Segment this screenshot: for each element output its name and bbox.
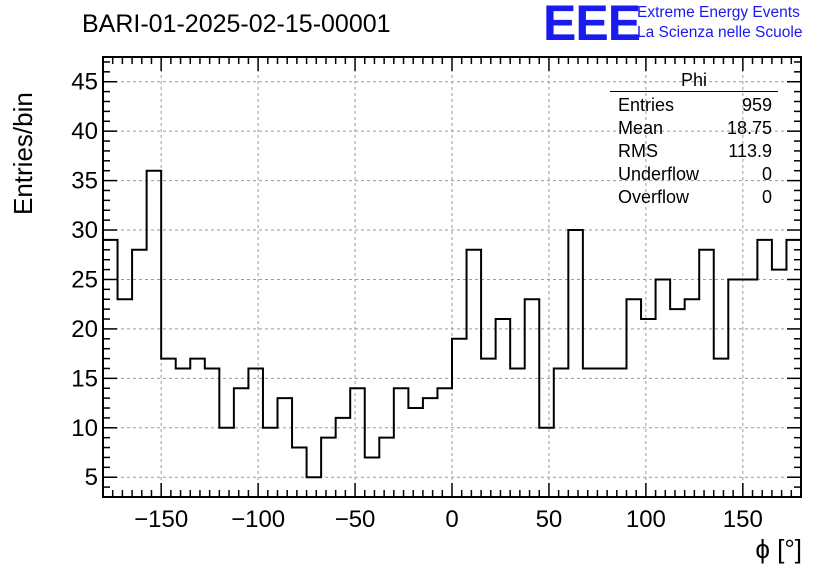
histogram-bin (452, 339, 467, 497)
stats-row-overflow: Overflow 0 (610, 186, 778, 209)
stats-label: Underflow (618, 164, 700, 184)
y-tick-label: 15 (71, 365, 98, 392)
histogram-bin (757, 240, 772, 497)
stats-value: 959 (741, 95, 772, 115)
histogram-bin (336, 418, 351, 497)
histogram-bin (278, 398, 293, 497)
histogram-bin (481, 359, 496, 497)
x-tick-label: 0 (445, 506, 458, 533)
histogram-bin (379, 438, 394, 497)
histogram-bin (699, 250, 714, 497)
histogram-bin (423, 398, 438, 497)
histogram-bin (583, 368, 598, 497)
histogram-bin (641, 319, 656, 497)
histogram-bin (670, 309, 685, 497)
stats-label: RMS (618, 141, 658, 161)
stats-box: Phi Entries 959 Mean 18.75 RMS 113.9 Und… (610, 70, 778, 209)
x-axis-label: ϕ [°] (755, 534, 802, 564)
y-tick-label: 10 (71, 415, 98, 442)
stats-row-rms: RMS 113.9 (610, 140, 778, 163)
x-tick-label: 50 (536, 506, 563, 533)
histogram-bin (263, 428, 278, 497)
histogram-bin (656, 279, 671, 497)
histogram-bin (365, 457, 380, 497)
stats-title: Phi (610, 70, 778, 92)
eee-logo: EEE (543, 0, 641, 51)
histogram-bin (539, 428, 554, 497)
histogram-bin (772, 270, 787, 497)
histogram-bin (219, 428, 234, 497)
y-tick-label: 20 (71, 316, 98, 343)
histogram-bin (437, 388, 452, 497)
histogram-bin (307, 477, 322, 497)
x-tick-label: 100 (626, 506, 666, 533)
stats-value: 18.75 (726, 118, 772, 138)
brand-line-1: Extreme Energy Events (637, 4, 800, 21)
stats-value: 113.9 (728, 141, 772, 161)
stats-label: Mean (618, 118, 664, 138)
stats-row-underflow: Underflow 0 (610, 163, 778, 186)
histogram-bin (627, 299, 642, 497)
histogram-bin (597, 368, 612, 497)
histogram-bin (234, 388, 249, 497)
histogram-bin (118, 299, 133, 497)
histogram-bin (714, 359, 729, 497)
histogram-bin (685, 299, 700, 497)
histogram-bin (496, 319, 511, 497)
y-axis-label: Entries/bin (8, 92, 38, 215)
y-tick-label: 40 (71, 118, 98, 145)
x-tick-label: 150 (723, 506, 763, 533)
histogram-series (103, 169, 802, 497)
histogram-bin (525, 299, 540, 497)
histogram-bin (728, 279, 743, 497)
stats-row-entries: Entries 959 (610, 94, 778, 117)
x-tick-label: −50 (335, 506, 376, 533)
histogram-bin (408, 408, 423, 497)
y-tick-label: 5 (85, 464, 98, 491)
y-tick-label: 30 (71, 217, 98, 244)
brand-line-2: La Scienza nelle Scuole (637, 24, 803, 41)
histogram-bin (176, 368, 191, 497)
histogram-bin (743, 279, 758, 497)
histogram-bin (132, 250, 147, 497)
stats-value: 0 (761, 164, 772, 184)
histogram-bin (292, 448, 307, 497)
histogram-line (103, 169, 802, 479)
stats-label: Entries (618, 95, 675, 115)
x-tick-label: −100 (231, 506, 285, 533)
histogram-bin (147, 171, 162, 497)
histogram-bin (350, 388, 365, 497)
histogram-bin (568, 230, 583, 497)
histogram-bin (205, 368, 220, 497)
axes: −150 −100 −50 0 50 100 150 5 10 15 20 25 30 35 40 45 (71, 56, 802, 533)
histogram-bin (321, 438, 336, 497)
histogram-bin (190, 359, 205, 497)
y-tick-label: 25 (71, 266, 98, 293)
histogram-bin (612, 368, 627, 497)
stats-row-mean: Mean 18.75 (610, 117, 778, 140)
histogram-bin (161, 359, 176, 497)
x-tick-label: −150 (134, 506, 188, 533)
y-tick-label: 35 (71, 168, 98, 195)
stats-value: 0 (761, 187, 772, 207)
histogram-bin (467, 250, 482, 497)
histogram-bin (510, 368, 525, 497)
stats-label: Overflow (618, 187, 690, 207)
chart-title: BARI-01-2025-02-15-00001 (82, 10, 391, 38)
histogram-bin (554, 368, 569, 497)
y-tick-label: 45 (71, 69, 98, 96)
histogram-bin (394, 388, 409, 497)
histogram-bin (248, 368, 263, 497)
